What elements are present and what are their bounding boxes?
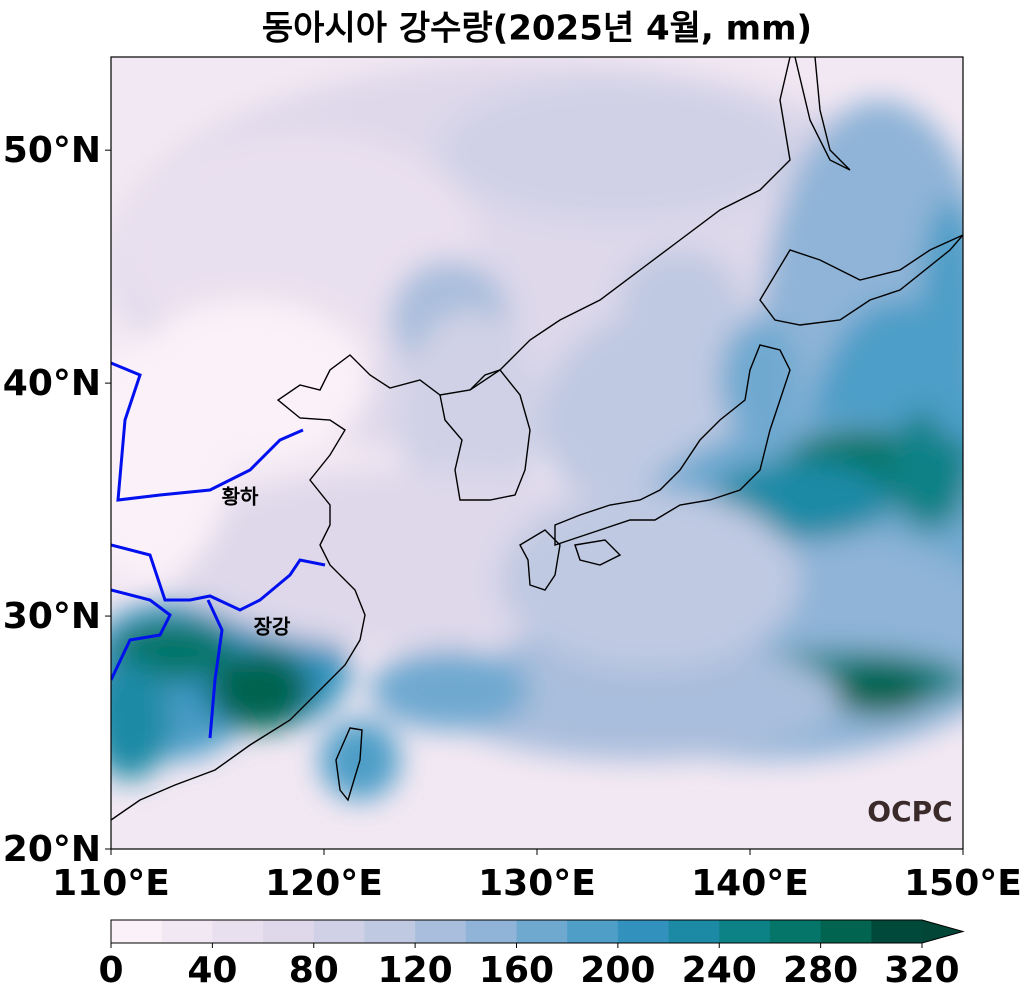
precip-area <box>111 660 170 780</box>
y-tick-label: 40°N <box>3 363 101 404</box>
colorbar-bin <box>617 920 670 943</box>
precip-area <box>440 640 840 760</box>
colorbar-bin <box>313 920 365 943</box>
river <box>111 543 326 612</box>
rivers <box>111 361 326 739</box>
colorbar-tick-label: 320 <box>884 950 959 991</box>
colorbar-bin <box>212 920 264 943</box>
colorbar-frame <box>110 919 965 944</box>
colorbar-bin <box>871 920 923 943</box>
colorbar-tick-label: 200 <box>580 950 655 991</box>
colorbar-bin <box>364 920 416 943</box>
coastlines <box>111 57 963 821</box>
y-tick-label: 30°N <box>3 596 101 637</box>
colorbar-tick-label: 160 <box>479 950 554 991</box>
precip-area <box>370 650 530 730</box>
colorbar-extend <box>922 920 963 943</box>
colorbar-bin <box>465 920 517 943</box>
coastline <box>111 57 791 821</box>
river-label: 황하 <box>222 485 259 509</box>
field-blobs <box>111 60 963 800</box>
colorbar-bin <box>769 920 822 943</box>
colorbar-bin <box>161 920 213 943</box>
colorbar-tick-label: 0 <box>98 950 123 991</box>
colorbar-tick-label: 240 <box>682 950 757 991</box>
precip-area <box>620 250 740 350</box>
coastline <box>519 529 561 591</box>
river-label: 장강 <box>254 615 291 639</box>
x-tick-label: 150°E <box>904 863 1022 904</box>
river <box>206 599 224 739</box>
river <box>111 588 172 681</box>
colorbar-tick-label: 280 <box>783 950 858 991</box>
colorbar-bin <box>820 920 872 943</box>
logo: OCPC <box>867 795 952 828</box>
precip-area <box>440 80 800 220</box>
axes: 20°N 30°N 40°N 50°N 110°E 120°E 130°E 140°E 150°… <box>3 130 1022 904</box>
colorbar-bin <box>111 920 163 943</box>
coastline <box>759 234 963 326</box>
precip-area <box>920 200 963 440</box>
river <box>111 361 304 502</box>
colorbar-tick-label: 40 <box>187 950 237 991</box>
x-tick-label: 120°E <box>265 863 383 904</box>
x-tick-label: 130°E <box>478 863 596 904</box>
chart-title: 동아시아 강수량(2025년 4월, mm) <box>262 9 812 49</box>
colorbar-bin <box>263 920 315 943</box>
precip-area <box>890 410 963 530</box>
colorbar-bin <box>719 920 771 943</box>
colorbar-tick-label: 120 <box>378 950 453 991</box>
coastline <box>574 539 622 566</box>
colorbar-bin <box>567 920 619 943</box>
precip-area <box>500 490 800 670</box>
precip-area <box>130 300 370 460</box>
precip-field <box>111 57 963 849</box>
x-tick-label: 140°E <box>691 863 809 904</box>
coastline <box>554 344 791 546</box>
precip-area <box>720 320 800 440</box>
colorbar-bin <box>516 920 568 943</box>
colorbar-bin <box>668 920 720 943</box>
colorbar-bin <box>415 920 467 943</box>
x-tick-label: 110°E <box>52 863 170 904</box>
y-tick-label: 20°N <box>3 829 101 870</box>
coastline <box>794 57 851 171</box>
colorbar-tick-label: 80 <box>289 950 339 991</box>
y-tick-label: 50°N <box>3 130 101 171</box>
precip-area <box>830 665 930 715</box>
colorbar: 0 40 80 120 160 200 240 280 320 <box>98 919 965 991</box>
precip-area <box>210 650 310 730</box>
coastline <box>335 727 363 802</box>
coastline <box>439 369 531 501</box>
